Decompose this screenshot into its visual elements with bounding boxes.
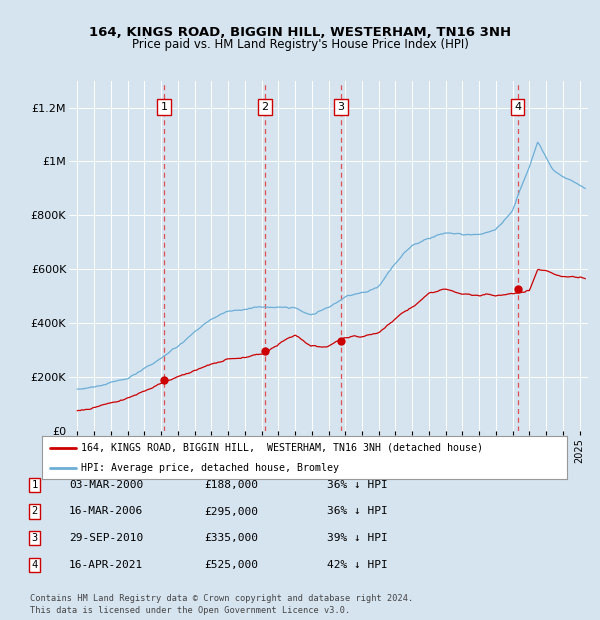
Text: 1: 1 [160,102,167,112]
Text: 4: 4 [514,102,521,112]
Text: HPI: Average price, detached house, Bromley: HPI: Average price, detached house, Brom… [82,463,340,473]
Text: 39% ↓ HPI: 39% ↓ HPI [327,533,388,543]
Text: 3: 3 [338,102,344,112]
Text: 2: 2 [262,102,269,112]
Text: 16-APR-2021: 16-APR-2021 [69,560,143,570]
Text: 2: 2 [32,507,38,516]
Text: 42% ↓ HPI: 42% ↓ HPI [327,560,388,570]
Text: £335,000: £335,000 [204,533,258,543]
Text: Contains HM Land Registry data © Crown copyright and database right 2024.
This d: Contains HM Land Registry data © Crown c… [30,594,413,615]
Text: 164, KINGS ROAD, BIGGIN HILL,  WESTERHAM, TN16 3NH (detached house): 164, KINGS ROAD, BIGGIN HILL, WESTERHAM,… [82,443,484,453]
Text: 164, KINGS ROAD, BIGGIN HILL, WESTERHAM, TN16 3NH: 164, KINGS ROAD, BIGGIN HILL, WESTERHAM,… [89,26,511,38]
Text: £188,000: £188,000 [204,480,258,490]
Text: 1: 1 [32,480,38,490]
Text: 16-MAR-2006: 16-MAR-2006 [69,507,143,516]
Text: 03-MAR-2000: 03-MAR-2000 [69,480,143,490]
Text: £295,000: £295,000 [204,507,258,516]
Text: 36% ↓ HPI: 36% ↓ HPI [327,480,388,490]
Text: 29-SEP-2010: 29-SEP-2010 [69,533,143,543]
Text: Price paid vs. HM Land Registry's House Price Index (HPI): Price paid vs. HM Land Registry's House … [131,38,469,51]
Text: £525,000: £525,000 [204,560,258,570]
Text: 4: 4 [32,560,38,570]
Text: 36% ↓ HPI: 36% ↓ HPI [327,507,388,516]
Text: 3: 3 [32,533,38,543]
